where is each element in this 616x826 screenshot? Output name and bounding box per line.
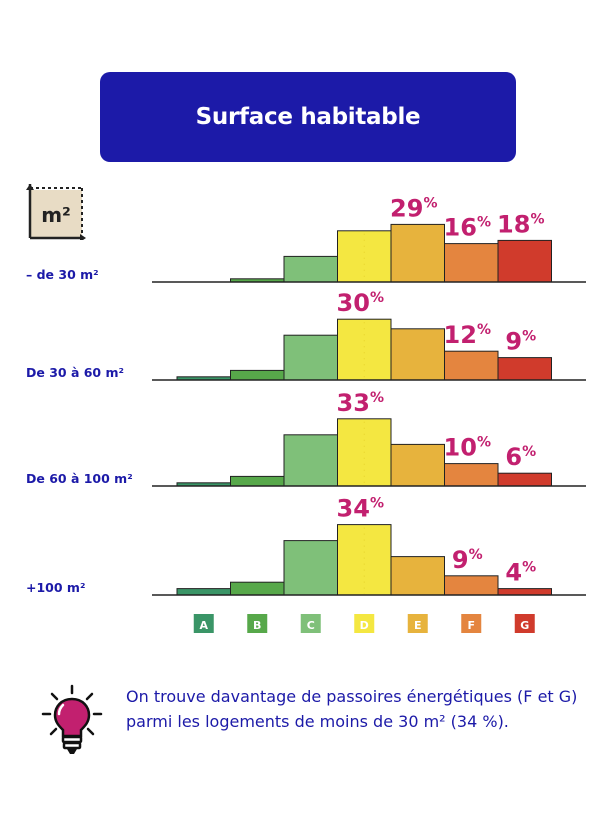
legend-label: F (467, 619, 475, 632)
legend-swatch-E (407, 614, 428, 633)
bar-C (283, 334, 338, 381)
bar-E (390, 328, 445, 381)
bar-G (497, 588, 552, 596)
bar-F (444, 463, 499, 487)
row-label: De 60 à 100 m² (26, 471, 133, 486)
legend-label: B (253, 619, 261, 632)
legend-swatch-G (514, 614, 535, 633)
legend-label: E (414, 619, 422, 632)
data-label: 33% (337, 389, 384, 417)
energy-class-chart: – de 30 m² 29%16% 18% De 30 à 60 m² 30% 12% 9%… (26, 194, 586, 633)
data-label: 12% (444, 321, 491, 349)
bar-F (444, 243, 499, 283)
bar-C (283, 434, 338, 487)
bar-C (283, 540, 338, 596)
data-label: 29% (390, 194, 437, 222)
bar-F (444, 350, 499, 381)
bar-D (337, 230, 392, 283)
footer-note: On trouve davantage de passoires énergét… (40, 684, 600, 774)
row-label: De 30 à 60 m² (26, 365, 124, 380)
bar-C (283, 255, 338, 283)
chart-title: Surface habitable (195, 104, 421, 130)
legend-swatch-C (300, 614, 321, 633)
lightbulb-icon (41, 684, 103, 754)
title-banner: Surface habitable (100, 72, 516, 162)
area-unit-icon: m² (26, 184, 86, 240)
footer-text: On trouve davantage de passoires énergét… (126, 687, 578, 731)
data-label: 9% (505, 328, 536, 356)
legend-swatch-F (461, 614, 482, 633)
bar-E (390, 443, 445, 487)
legend-label: A (199, 619, 208, 632)
legend-label: G (520, 619, 529, 632)
bar-G (497, 357, 552, 381)
unit-icon-label: m² (41, 203, 71, 227)
bar-G (497, 472, 552, 487)
bar-B (230, 581, 285, 596)
bar-B (230, 369, 285, 381)
row-label: +100 m² (26, 580, 85, 595)
row-label: – de 30 m² (26, 267, 99, 282)
data-label: 34% (337, 495, 384, 523)
bar-D (337, 524, 392, 596)
data-label: 10% (444, 434, 491, 462)
bar-E (390, 223, 445, 283)
data-label: 16% (444, 214, 491, 242)
legend-swatch-A (193, 614, 214, 633)
data-label: 18% (497, 210, 544, 238)
data-label: 9% (452, 546, 483, 574)
legend-swatch-D (354, 614, 375, 633)
data-label: 30% (337, 289, 384, 317)
legend-label: C (307, 619, 315, 632)
bar-F (444, 575, 499, 596)
bar-D (337, 318, 392, 381)
legend-swatch-B (247, 614, 268, 633)
bar-E (390, 556, 445, 596)
bar-B (230, 475, 285, 487)
bar-G (497, 239, 552, 283)
legend-label: D (360, 619, 369, 632)
bar-A (176, 588, 231, 596)
data-label: 6% (505, 443, 536, 471)
data-label: 4% (505, 559, 536, 587)
unit-icon-bg (30, 190, 82, 238)
